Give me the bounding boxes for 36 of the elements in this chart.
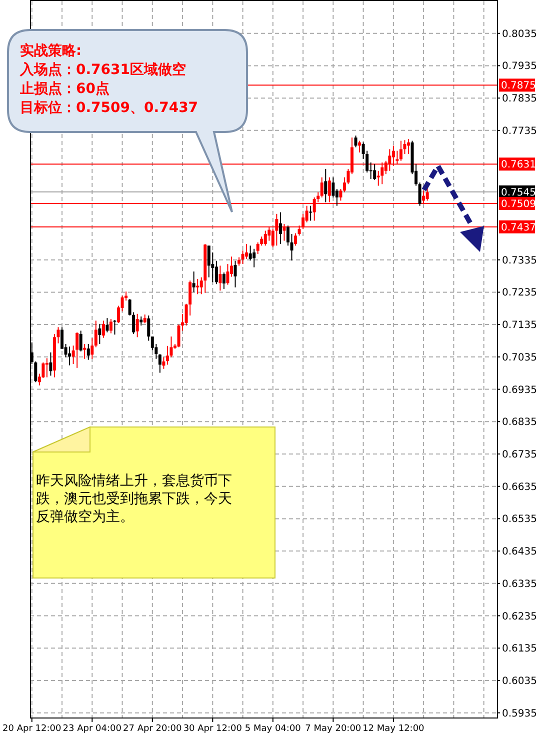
y-tick-label: 0.6835 [502, 417, 537, 428]
y-tick-label: 0.7135 [502, 320, 537, 332]
ref-line-label: 0.7875 [501, 80, 536, 92]
annotation: 入场点：0.7631区域做空 [19, 61, 186, 78]
x-tick-label: 5 May 04:00 [244, 724, 302, 734]
y-tick-label: 0.6335 [502, 578, 537, 590]
y-tick-label: 0.6635 [502, 482, 537, 493]
y-tick-label: 0.6935 [502, 384, 537, 396]
ref-line-label: 0.7545 [501, 187, 536, 198]
y-tick-label: 0.6435 [502, 546, 537, 558]
y-tick-label: 0.6035 [502, 676, 537, 687]
y-tick-label: 0.7335 [502, 255, 537, 266]
x-tick-label: 23 Apr 04:00 [62, 724, 122, 734]
annotation: 昨天风险情绪上升，套息货币下跌，澳元也受到拖累下跌，今天反弹做空为主。 [36, 472, 233, 526]
y-tick-label: 0.7735 [502, 126, 537, 137]
annotation: 止损点：60点 [19, 81, 110, 97]
annotation: 实战策略: [20, 42, 82, 59]
ref-line-label: 0.7437 [501, 222, 536, 234]
y-tick-label: 0.7035 [502, 352, 537, 364]
y-tick-label: 0.8035 [502, 28, 537, 40]
y-tick-label: 0.6535 [502, 514, 537, 526]
x-tick-label: 30 Apr 12:00 [183, 724, 242, 734]
annotation: 目标位：0.7509、0.7437 [20, 100, 198, 116]
ref-line-label: 0.7631 [501, 160, 536, 171]
ref-line-label: 0.7509 [501, 199, 536, 210]
x-tick-label: 12 May 12:00 [362, 724, 425, 734]
y-tick-label: 0.5935 [502, 708, 537, 720]
y-tick-label: 0.7935 [502, 61, 537, 72]
y-tick-label: 0.6135 [502, 644, 537, 655]
y-tick-label: 0.6235 [502, 611, 537, 622]
x-tick-label: 27 Apr 20:00 [123, 724, 182, 734]
x-tick-label: 20 Apr 12:00 [2, 724, 62, 734]
y-tick-label: 0.6735 [502, 449, 537, 460]
x-tick-label: 7 May 20:00 [305, 724, 362, 734]
y-tick-label: 0.7835 [502, 94, 537, 105]
y-tick-label: 0.7235 [502, 288, 537, 299]
